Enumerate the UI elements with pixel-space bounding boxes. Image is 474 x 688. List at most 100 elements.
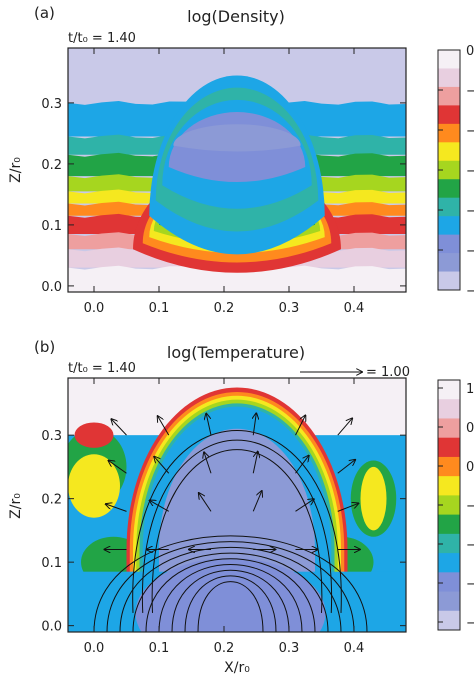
x-tick-label: 0.2 xyxy=(214,301,235,316)
velocity-arrow xyxy=(111,419,127,436)
temperature-map xyxy=(68,378,406,632)
colorbar-swatch xyxy=(438,197,460,217)
field-line xyxy=(132,430,342,613)
colorbar-swatch xyxy=(438,234,460,254)
colorbar-tick-label: −5 xyxy=(466,244,474,259)
y-tick-label: 0.2 xyxy=(41,158,62,173)
colorbar-swatch xyxy=(438,160,460,180)
colorbar-tick-label: −1.0 xyxy=(466,538,474,553)
velocity-arrow xyxy=(204,452,212,474)
velocity-arrow xyxy=(252,452,257,474)
colorbar-swatch xyxy=(438,399,460,419)
y-tick-label: 0.3 xyxy=(41,429,62,444)
colorbar-tick-label: 0.5 xyxy=(466,421,474,436)
x-tick-label: 0.4 xyxy=(344,301,365,316)
colorbar-swatch xyxy=(438,142,460,162)
temperature-core xyxy=(135,557,326,632)
velocity-arrow xyxy=(154,457,170,474)
velocity-arrow xyxy=(109,461,127,474)
colorbar-swatch xyxy=(438,68,460,88)
colorbar-tick-label: −6 xyxy=(466,284,474,299)
field-line xyxy=(119,546,342,632)
colorbar-tick-label: 0.0 xyxy=(466,460,474,475)
colorbar-tick-label: −1 xyxy=(466,84,474,99)
colorbar-swatch xyxy=(438,380,460,400)
y-tick-label: 0.0 xyxy=(41,280,62,295)
velocity-vectors xyxy=(105,413,360,549)
colorbar-swatch xyxy=(438,533,460,554)
panel-b-title: log(Temperature) xyxy=(167,343,305,362)
panel-b-time-label: t/t₀ = 1.40 xyxy=(68,361,136,376)
reference-vector-label: = 1.00 xyxy=(366,365,410,380)
panel-a-time-label: t/t₀ = 1.40 xyxy=(68,31,136,46)
panel-b-xlabel: X/r₀ xyxy=(224,660,250,676)
velocity-arrow xyxy=(337,503,359,512)
velocity-arrow xyxy=(199,493,212,512)
field-line xyxy=(142,439,332,613)
field-lines xyxy=(93,430,368,632)
colorbar-swatch xyxy=(438,50,460,69)
y-tick-label: 0.1 xyxy=(41,556,62,571)
field-line xyxy=(158,563,303,632)
colorbar-tick-label: 0 xyxy=(466,44,474,59)
colorbar-tick-label: −0.5 xyxy=(466,499,474,514)
field-line xyxy=(171,569,290,632)
velocity-arrow xyxy=(337,418,352,436)
colorbar-swatch xyxy=(438,105,460,125)
velocity-arrow xyxy=(206,414,212,436)
density-band xyxy=(68,265,406,292)
velocity-arrow xyxy=(295,415,306,436)
velocity-arrow xyxy=(295,456,309,474)
y-tick-label: 0.0 xyxy=(41,620,62,635)
colorbar-tick-label: −2.0 xyxy=(466,616,474,631)
colorbar-swatch xyxy=(438,591,460,612)
x-tick-label: 0.3 xyxy=(279,641,300,656)
colorbar-tick-label: 1.0 xyxy=(466,382,474,397)
temperature-colorbar: 1.0 0.5 0.0 −0.5 −1.0 −1.5 −2.0 xyxy=(437,379,474,631)
panel-b-ylabel: Z/r₀ xyxy=(8,493,24,519)
x-tick-label: 0.3 xyxy=(279,301,300,316)
colorbar-swatch xyxy=(438,495,460,516)
colorbar-swatch xyxy=(438,216,460,236)
density-map xyxy=(68,48,406,292)
colorbar-swatch xyxy=(438,86,460,106)
x-tick-label: 0.1 xyxy=(149,301,170,316)
colorbar-swatch xyxy=(438,456,460,477)
panel-a-label: (a) xyxy=(34,4,55,22)
colorbar-tick-label: −4 xyxy=(466,204,474,219)
density-contour xyxy=(173,124,301,152)
panel-b-axes: 0.0 0.1 0.2 0.3 0.4 0.0 0.1 0.2 0.3 xyxy=(41,378,406,656)
velocity-arrow xyxy=(252,491,261,512)
x-tick-label: 0.1 xyxy=(149,641,170,656)
temperature-blob xyxy=(74,422,114,448)
velocity-arrow xyxy=(337,460,355,474)
panel-a-ylabel: Z/r₀ xyxy=(8,157,24,183)
colorbar-swatch xyxy=(438,123,460,143)
velocity-arrow xyxy=(106,504,127,512)
x-tick-label: 0.0 xyxy=(84,301,105,316)
x-tick-label: 0.2 xyxy=(214,641,235,656)
x-tick-label: 0.0 xyxy=(84,641,105,656)
temperature-blob xyxy=(360,466,387,531)
field-line xyxy=(93,535,368,632)
panel-b-label: (b) xyxy=(34,338,55,356)
colorbar-swatch xyxy=(438,572,460,593)
colorbar-swatch xyxy=(438,514,460,535)
density-bubble xyxy=(133,75,341,273)
colorbar-swatch xyxy=(438,437,460,458)
colorbar-swatch xyxy=(438,271,460,291)
velocity-arrow xyxy=(253,413,256,436)
colorbar-tick-label: −2 xyxy=(466,124,474,139)
density-colorbar: 0 −1 −2 −3 −4 −5 −6 xyxy=(437,44,474,299)
colorbar-swatch xyxy=(438,476,460,496)
colorbar-tick-label: −3 xyxy=(466,164,474,179)
panel-a-frame xyxy=(67,47,407,293)
field-line xyxy=(197,581,264,632)
colorbar-swatch xyxy=(438,418,460,439)
field-line xyxy=(184,575,277,632)
colorbar-swatch xyxy=(438,553,460,573)
velocity-arrow xyxy=(295,499,314,512)
field-line xyxy=(151,449,323,613)
panel-a: (a) log(Density) t/t₀ = 1.40 0.0 0.1 0.2 0.… xyxy=(8,4,474,316)
